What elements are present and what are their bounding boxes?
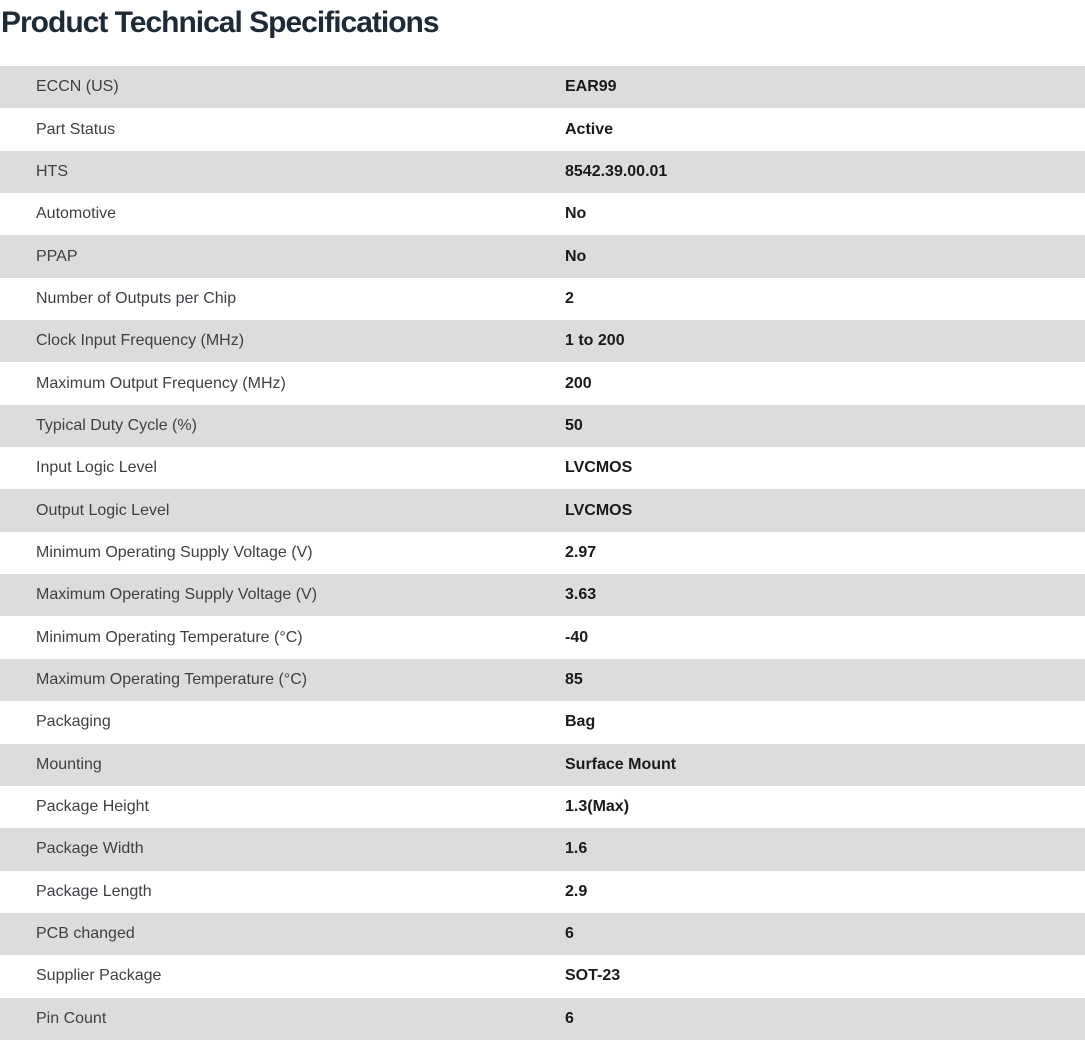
spec-label: Automotive xyxy=(36,205,117,223)
spec-row: Packaging Bag xyxy=(0,701,1085,744)
page-title: Product Technical Specifications xyxy=(1,6,440,39)
spec-row: Package Height 1.3(Max) xyxy=(0,785,1085,829)
spec-row: Clock Input Frequency (MHz) 1 to 200 xyxy=(0,320,1085,363)
spec-label: Number of Outputs per Chip xyxy=(36,289,237,307)
spec-label: Package Length xyxy=(36,882,152,900)
spec-label: Minimum Operating Temperature (°C) xyxy=(36,628,303,646)
spec-value: 6 xyxy=(565,1009,574,1027)
spec-value: LVCMOS xyxy=(565,501,633,519)
spec-row: HTS 8542.39.00.01 xyxy=(0,150,1085,194)
spec-table: ECCN (US) EAR99 Part Status Active HTS 8… xyxy=(0,66,1085,1040)
spec-row: ECCN (US) EAR99 xyxy=(0,66,1085,109)
spec-value: 8542.39.00.01 xyxy=(565,162,668,180)
spec-value: No xyxy=(565,205,587,223)
spec-row: Package Length 2.9 xyxy=(0,870,1085,913)
spec-value: LVCMOS xyxy=(565,459,633,477)
spec-row: Automotive No xyxy=(0,193,1085,236)
spec-label: ECCN (US) xyxy=(36,78,119,96)
spec-row: Typical Duty Cycle (%) 50 xyxy=(0,404,1085,448)
spec-value: 6 xyxy=(565,925,574,943)
spec-row: Minimum Operating Supply Voltage (V) 2.9… xyxy=(0,531,1085,575)
spec-value: Bag xyxy=(565,713,596,731)
spec-label: Maximum Operating Supply Voltage (V) xyxy=(36,586,318,604)
spec-label: Typical Duty Cycle (%) xyxy=(36,416,197,434)
spec-label: Minimum Operating Supply Voltage (V) xyxy=(36,543,313,561)
spec-label: Pin Count xyxy=(36,1009,107,1027)
spec-label: Maximum Operating Temperature (°C) xyxy=(36,670,308,688)
spec-label: Mounting xyxy=(36,755,102,773)
spec-value: EAR99 xyxy=(565,78,617,96)
spec-value: -40 xyxy=(565,628,589,646)
spec-label: Supplier Package xyxy=(36,967,162,985)
spec-row: Maximum Operating Supply Voltage (V) 3.6… xyxy=(0,574,1085,617)
spec-label: Clock Input Frequency (MHz) xyxy=(36,332,245,350)
spec-label: Input Logic Level xyxy=(36,459,157,477)
spec-value: 2.9 xyxy=(565,882,588,900)
spec-value: 2.97 xyxy=(565,543,597,561)
spec-label: PPAP xyxy=(36,247,78,265)
spec-label: Package Width xyxy=(36,840,144,858)
spec-value: Surface Mount xyxy=(565,755,677,773)
spec-label: Output Logic Level xyxy=(36,501,170,519)
spec-value: 3.63 xyxy=(565,586,597,604)
spec-label: HTS xyxy=(36,162,68,180)
spec-label: Package Height xyxy=(36,798,149,816)
spec-row: Supplier Package SOT-23 xyxy=(0,955,1085,998)
spec-row: Minimum Operating Temperature (°C) -40 xyxy=(0,616,1085,659)
spec-label: Part Status xyxy=(36,120,116,138)
spec-value: 200 xyxy=(565,374,592,392)
spec-value: 2 xyxy=(565,289,574,307)
spec-row: Mounting Surface Mount xyxy=(0,743,1085,786)
spec-label: Maximum Output Frequency (MHz) xyxy=(36,374,286,392)
spec-row: Number of Outputs per Chip 2 xyxy=(0,277,1085,321)
spec-row: Maximum Output Frequency (MHz) 200 xyxy=(0,362,1085,405)
spec-value: 1.6 xyxy=(565,840,588,858)
spec-row: Pin Count 6 xyxy=(0,997,1085,1040)
spec-value: SOT-23 xyxy=(565,967,621,985)
spec-value: 1 to 200 xyxy=(565,332,625,350)
spec-row: Package Width 1.6 xyxy=(0,828,1085,871)
spec-row: Part Status Active xyxy=(0,108,1085,151)
spec-value: No xyxy=(565,247,587,265)
spec-row: Output Logic Level LVCMOS xyxy=(0,489,1085,532)
spec-row: Input Logic Level LVCMOS xyxy=(0,447,1085,490)
spec-value: Active xyxy=(565,120,614,138)
spec-row: PPAP No xyxy=(0,235,1085,278)
spec-label: Packaging xyxy=(36,713,111,731)
spec-value: 85 xyxy=(565,670,583,688)
spec-row: PCB changed 6 xyxy=(0,912,1085,956)
spec-value: 50 xyxy=(565,416,583,434)
spec-label: PCB changed xyxy=(36,925,135,943)
spec-row: Maximum Operating Temperature (°C) 85 xyxy=(0,658,1085,702)
spec-value: 1.3(Max) xyxy=(565,798,630,816)
